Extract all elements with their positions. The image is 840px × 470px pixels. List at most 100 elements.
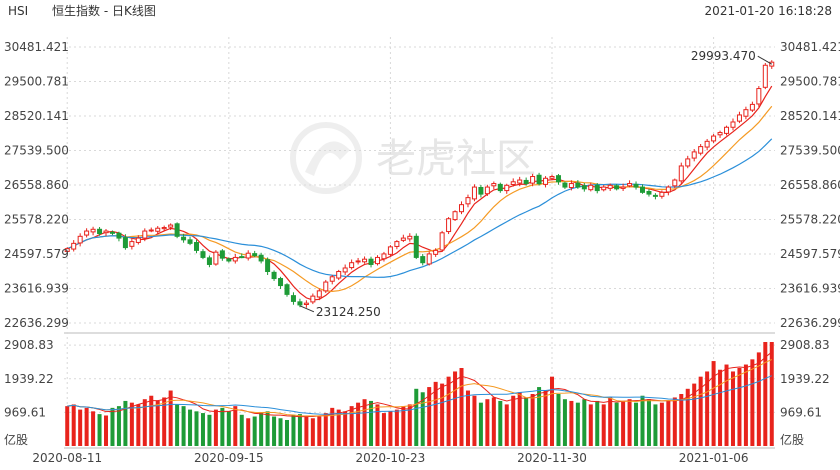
- price-tick-label-right: 28520.141: [780, 109, 840, 123]
- candle-body: [549, 176, 555, 179]
- candle-body: [155, 227, 161, 232]
- candle-body: [652, 194, 658, 197]
- candle-body: [465, 197, 471, 205]
- volume-bar: [582, 399, 587, 446]
- volume-bar: [317, 416, 322, 446]
- candle-body: [336, 271, 342, 279]
- volume-bar: [485, 399, 490, 446]
- volume-bar: [323, 413, 328, 446]
- candle-body: [543, 177, 549, 185]
- candle-body: [84, 230, 90, 236]
- volume-bar: [104, 415, 109, 446]
- candle-body: [575, 182, 581, 188]
- candle-body: [672, 179, 678, 187]
- volume-bar: [718, 369, 723, 446]
- candle-body: [303, 302, 309, 306]
- date-tick-label: 2020-10-23: [356, 451, 426, 465]
- volume-bar: [181, 406, 186, 446]
- candle-body: [588, 184, 594, 191]
- volume-tick-label-right: 2908.83: [780, 338, 830, 352]
- volume-bar: [356, 402, 361, 446]
- volume-ma20-line: [67, 375, 772, 415]
- candle-body: [200, 251, 206, 258]
- candle-body: [129, 241, 135, 247]
- volume-bar: [414, 388, 419, 446]
- candle-body: [497, 183, 503, 192]
- date-tick-label: 2021-01-06: [679, 451, 749, 465]
- candle-body: [194, 242, 200, 251]
- volume-tick-label-left: 2908.83: [4, 338, 54, 352]
- candle-body: [523, 179, 529, 185]
- volume-bar: [595, 400, 600, 446]
- candle-body: [161, 227, 167, 230]
- candle-body: [568, 183, 574, 188]
- volume-bar: [562, 399, 567, 446]
- price-tick-label-left: 29500.781: [4, 74, 69, 88]
- candle-body: [71, 242, 77, 250]
- price-tick-label-right: 24597.579: [780, 247, 840, 261]
- volume-bar: [491, 397, 496, 446]
- candle-body: [206, 257, 212, 265]
- volume-bar: [692, 383, 697, 446]
- volume-bar: [556, 394, 561, 446]
- candle-body: [756, 88, 762, 105]
- candle-body: [433, 249, 439, 255]
- volume-bar: [763, 342, 768, 446]
- candle-body: [258, 254, 264, 262]
- price-tick-label-right: 27539.500: [780, 144, 840, 158]
- chart-title: 恒生指数 - 日K线图: [52, 3, 156, 18]
- date-tick-label: 2020-08-11: [32, 451, 102, 465]
- candle-body: [504, 184, 510, 192]
- price-tick-label-right: 23616.939: [780, 282, 840, 296]
- candle-body: [213, 251, 219, 265]
- volume-bar: [110, 407, 115, 446]
- candle-body: [478, 186, 484, 195]
- date-tick-label: 2020-11-30: [517, 451, 587, 465]
- candle-body: [620, 186, 626, 189]
- volume-bar: [588, 404, 593, 446]
- candle-body: [459, 204, 465, 213]
- candle-body: [413, 235, 419, 258]
- high-annotation-label: 29993.470: [691, 49, 756, 63]
- volume-bar: [420, 392, 425, 446]
- watermark-text: 老虎社区: [376, 136, 536, 182]
- candle-body: [646, 191, 652, 195]
- volume-bar: [608, 397, 613, 446]
- candlesticks: [64, 60, 775, 308]
- candle-body: [349, 262, 355, 269]
- price-tick-label-right: 29500.781: [780, 74, 840, 88]
- volume-bar: [459, 368, 464, 446]
- price-tick-label-right: 22636.299: [780, 316, 840, 330]
- candle-body: [342, 267, 348, 273]
- candle-body: [362, 258, 368, 263]
- candle-body: [219, 250, 225, 259]
- volume-bar: [601, 404, 606, 446]
- volume-bar: [155, 400, 160, 446]
- candle-body: [627, 183, 633, 187]
- volume-bar: [246, 418, 251, 446]
- candle-body: [717, 132, 723, 136]
- volume-bar: [78, 409, 83, 446]
- candle-body: [103, 230, 109, 234]
- volume-bar: [646, 399, 651, 446]
- volume-bar: [349, 406, 354, 446]
- volume-bar: [123, 400, 128, 446]
- volume-bar: [730, 371, 735, 446]
- candle-body: [265, 259, 271, 273]
- volume-bar: [659, 402, 664, 446]
- candle-body: [226, 258, 232, 262]
- volume-bar: [685, 388, 690, 446]
- price-tick-label-left: 30481.421: [4, 40, 69, 54]
- volume-unit-label-right: 亿股: [780, 432, 804, 447]
- candle-body: [77, 235, 83, 244]
- candle-body: [471, 186, 477, 200]
- candle-body: [698, 146, 704, 154]
- candle-body: [381, 253, 387, 260]
- volume-ma5-line: [67, 351, 773, 418]
- volume-bar: [621, 400, 626, 446]
- candle-body: [555, 175, 561, 183]
- candle-body: [116, 232, 122, 239]
- volume-bar: [142, 399, 147, 446]
- volume-bar: [97, 414, 102, 446]
